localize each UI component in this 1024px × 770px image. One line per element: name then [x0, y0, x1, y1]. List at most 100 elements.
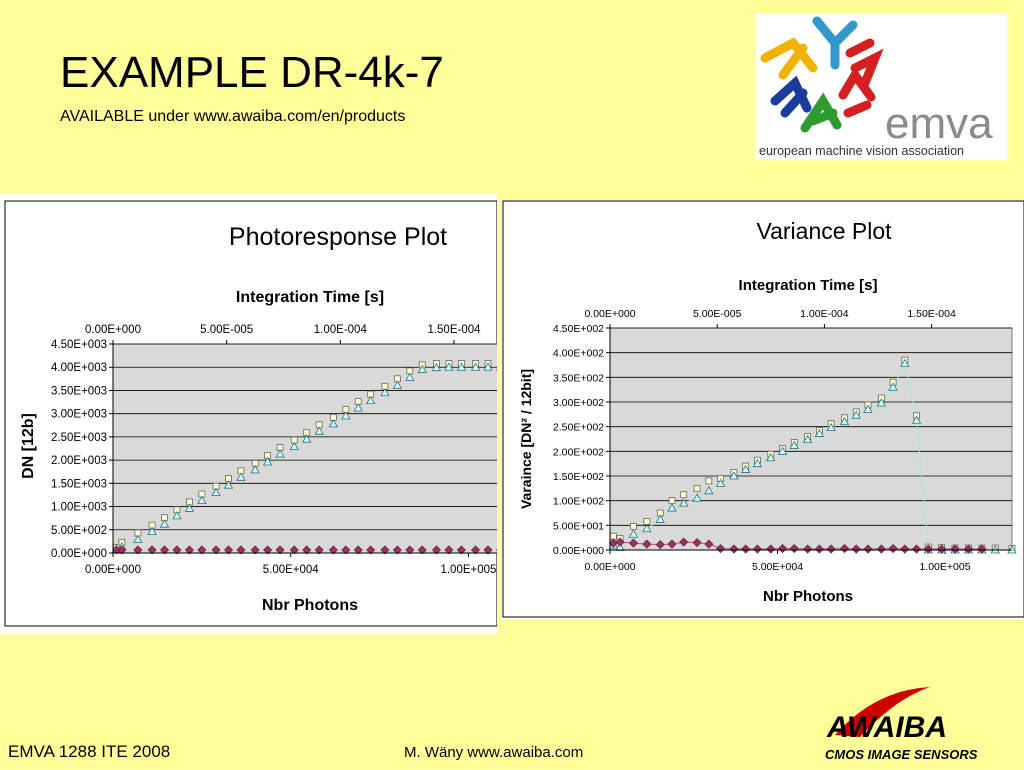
x-tick-label: 5.00E+004 [752, 561, 803, 573]
data-point-triangle [366, 395, 376, 405]
data-point-triangle [900, 358, 910, 367]
y-tick-label: 4.50E+002 [553, 323, 604, 335]
awaiba-logo-graphic: AWAIBA CMOS IMAGE SENSORS [825, 687, 978, 762]
x-tick-label: 5.00E+004 [263, 564, 320, 576]
data-point-diamond [302, 545, 312, 555]
data-point-diamond [876, 544, 886, 554]
slide-title: EXAMPLE DR-4k-7 [60, 48, 444, 97]
data-point-triangle [766, 452, 776, 462]
y-tick-label: 4.50E+003 [51, 339, 107, 351]
y-tick-label: 4.00E+003 [51, 362, 107, 374]
y-axis-label: DN [12b] [20, 413, 37, 479]
x2-axis-label: Integration Time [s] [739, 277, 878, 294]
data-point-triangle [692, 493, 702, 502]
y-tick-label: 3.00E+003 [51, 409, 107, 421]
y-tick-label: 2.50E+003 [51, 432, 107, 444]
awaiba-word: AWAIBA [826, 711, 947, 744]
data-point-diamond [263, 545, 273, 555]
data-point-triangle [147, 526, 157, 536]
y-axis-label: Varaince [DN² / 12bit] [518, 369, 534, 509]
data-point-square [630, 522, 637, 530]
awaiba-logo: AWAIBA CMOS IMAGE SENSORS [805, 685, 1020, 765]
y-tick-label: 1.00E+003 [51, 502, 107, 514]
data-point-diamond [172, 545, 182, 555]
y-tick-label: 2.50E+002 [553, 422, 604, 434]
data-point-diamond [133, 545, 143, 555]
data-point-triangle [159, 519, 170, 528]
emva-word: emva [885, 99, 993, 148]
data-point-square [668, 497, 676, 505]
y-tick-label: 3.50E+003 [51, 385, 107, 397]
data-point-triangle [863, 404, 873, 413]
data-point-diamond [615, 537, 625, 547]
x-tick-label: 1.00E+005 [919, 561, 970, 573]
data-point-triangle [341, 411, 351, 420]
data-point-triangle [353, 403, 363, 412]
data-point-diamond [444, 545, 454, 555]
data-point-diamond [483, 545, 493, 555]
y-tick-label: 1.50E+002 [553, 471, 604, 483]
data-point-diamond [803, 544, 813, 554]
data-point-diamond [704, 539, 714, 549]
data-point-triangle [392, 380, 403, 389]
data-point-diamond [826, 544, 836, 554]
data-point-triangle [262, 457, 273, 466]
data-point-triangle [172, 511, 182, 520]
footer-left: EMVA 1288 ITE 2008 [8, 742, 171, 761]
y-tick-label: 2.00E+003 [51, 455, 107, 467]
data-point-triangle [851, 410, 861, 419]
x-axis-label: Nbr Photons [262, 597, 358, 614]
x-tick-label: 0.00E+000 [85, 564, 141, 576]
data-point-diamond [341, 545, 351, 555]
plot-group: 0.00E+000 5.00E+001 1.00E+002 1.50E+002 2.00… [553, 308, 1017, 573]
data-point-diamond [470, 545, 481, 555]
data-point-diamond [752, 544, 762, 554]
data-point-diamond [679, 537, 689, 547]
data-point-triangle [888, 382, 898, 391]
data-point-diamond [417, 545, 427, 555]
data-point-diamond [923, 544, 933, 554]
footer-center: M. Wäny www.awaiba.com [404, 744, 584, 761]
data-point-triangle [704, 485, 714, 495]
data-point-triangle [740, 464, 751, 473]
data-point-diamond [405, 545, 415, 555]
data-point-diamond [777, 543, 788, 554]
data-point-diamond [911, 544, 922, 554]
y-tick-label: 0.00E+000 [51, 548, 107, 560]
data-point-diamond [851, 544, 861, 554]
data-point-triangle [211, 487, 221, 497]
x2-tick-label: 1.50E-004 [427, 324, 481, 336]
data-point-triangle [289, 441, 299, 451]
x-tick-label: 0.00E+000 [584, 561, 635, 573]
x2-axis-label: Integration Time [s] [236, 289, 384, 306]
data-point-diamond [950, 544, 960, 554]
data-point-triangle [729, 471, 739, 480]
data-point-diamond [692, 538, 702, 548]
data-point-triangle [667, 503, 677, 512]
data-point-diamond [328, 545, 338, 555]
data-point-diamond [314, 545, 324, 555]
data-point-diamond [839, 543, 850, 554]
data-point-square [609, 532, 617, 540]
emva-logo: emva european machine vision association [755, 13, 1007, 160]
photoresponse-chart-panel: Photoresponse Plot Integration Time [s] … [0, 194, 506, 634]
data-point-diamond [729, 544, 739, 554]
data-point-diamond [741, 544, 751, 554]
variance-chart: Variance Plot Integration Time [s] Nbr P… [502, 200, 1024, 618]
data-point-triangle [456, 362, 467, 371]
data-point-triangle [826, 422, 836, 432]
data-point-triangle [777, 446, 788, 455]
data-point-diamond [655, 540, 665, 550]
data-point-diamond [184, 545, 194, 555]
data-point-triangle [789, 440, 799, 449]
data-point-diamond [275, 545, 285, 555]
data-point-diamond [223, 545, 234, 555]
chart-title: Photoresponse Plot [229, 223, 447, 251]
data-point-triangle [380, 387, 390, 397]
data-point-square [643, 517, 651, 525]
y-tick-label: 0.00E+000 [553, 545, 604, 557]
data-point-triangle [236, 472, 246, 481]
x-tick-label: 1.00E+005 [440, 564, 496, 576]
y-tick-label: 5.00E+002 [51, 525, 107, 537]
data-point-diamond [888, 543, 898, 554]
